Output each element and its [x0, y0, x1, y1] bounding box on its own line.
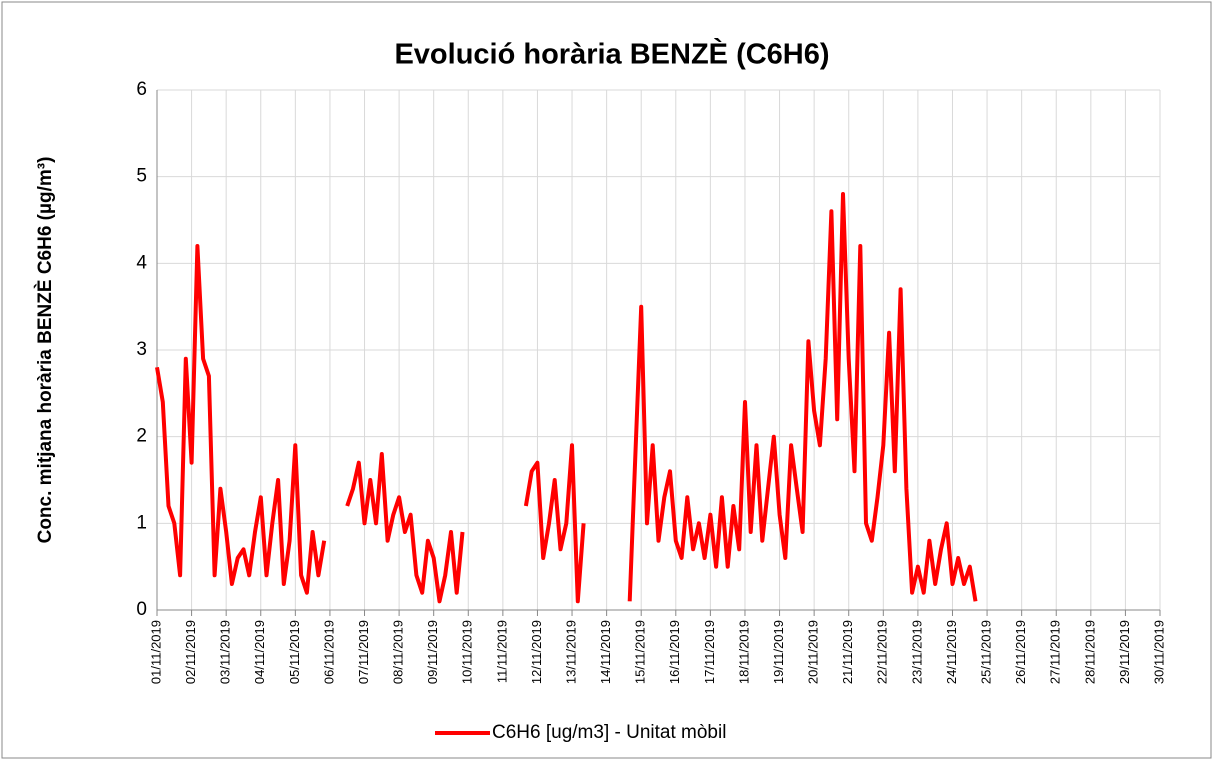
y-tick-label: 0: [136, 599, 147, 620]
x-tick-label: 06/11/2019: [321, 620, 336, 684]
x-tick-label: 11/11/2019: [494, 620, 509, 683]
x-tick-label: 24/11/2019: [944, 620, 959, 684]
x-tick-label: 21/11/2019: [840, 620, 855, 684]
x-tick-label: 15/11/2019: [633, 620, 648, 684]
x-tick-label: 10/11/2019: [460, 620, 475, 684]
x-tick-label: 04/11/2019: [252, 620, 267, 684]
x-tick-label: 01/11/2019: [148, 620, 163, 684]
x-tick-label: 20/11/2019: [806, 620, 821, 684]
x-tick-label: 25/11/2019: [979, 620, 994, 684]
x-tick-label: 05/11/2019: [287, 620, 302, 684]
x-tick-label: 26/11/2019: [1013, 620, 1028, 684]
y-tick-label: 1: [136, 512, 147, 533]
y-tick-label: 3: [136, 339, 147, 360]
x-tick-label: 28/11/2019: [1082, 620, 1097, 684]
x-tick-label: 23/11/2019: [909, 620, 924, 684]
x-tick-label: 08/11/2019: [391, 620, 406, 684]
y-tick-label: 6: [136, 79, 147, 100]
x-tick-label: 22/11/2019: [875, 620, 890, 684]
x-tick-label: 27/11/2019: [1048, 620, 1063, 684]
y-tick-label: 4: [136, 252, 147, 273]
y-axis-title: Conc. mitjana horària BENZÈ C6H6 (µg/m³): [34, 157, 56, 544]
x-tick-label: 16/11/2019: [667, 620, 682, 684]
x-tick-label: 03/11/2019: [218, 620, 233, 684]
legend-label: C6H6 [ug/m3] - Unitat mòbil: [492, 722, 726, 743]
data-line: [155, 192, 978, 604]
chart-title: Evolució horària BENZÈ (C6H6): [394, 37, 829, 71]
x-tick-label: 12/11/2019: [529, 620, 544, 684]
x-tick-label: 19/11/2019: [771, 620, 786, 684]
x-tick-label: 17/11/2019: [702, 620, 717, 684]
x-tick-label: 14/11/2019: [598, 620, 613, 684]
x-tick-label: 09/11/2019: [425, 620, 440, 684]
x-tick-label: 02/11/2019: [183, 620, 198, 684]
x-tick-label: 30/11/2019: [1151, 620, 1166, 684]
x-tick-label: 18/11/2019: [736, 620, 751, 684]
x-tick-label: 07/11/2019: [356, 620, 371, 684]
y-tick-label: 2: [136, 426, 147, 447]
y-tick-label: 5: [136, 166, 147, 187]
x-tick-label: 29/11/2019: [1117, 620, 1132, 684]
x-tick-label: 13/11/2019: [563, 620, 578, 684]
